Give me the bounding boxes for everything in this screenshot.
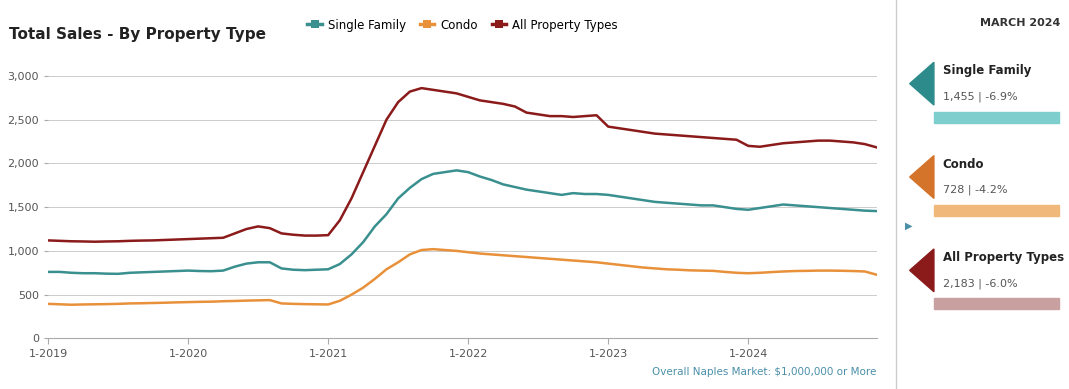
Condo: [823, 268, 836, 273]
Single Family: [531, 189, 544, 194]
Polygon shape: [910, 156, 934, 198]
Single Family: [590, 192, 603, 196]
Condo: [334, 298, 346, 303]
Line: Condo: Condo: [48, 249, 877, 305]
All Property Types: [625, 128, 638, 132]
Single Family: [870, 209, 883, 214]
All Property Types: [415, 86, 428, 91]
Polygon shape: [910, 62, 934, 105]
All Property Types: [531, 112, 544, 117]
Text: Total Sales - By Property Type: Total Sales - By Property Type: [9, 27, 265, 42]
Text: All Property Types: All Property Types: [943, 251, 1064, 264]
Bar: [934, 298, 1058, 309]
Condo: [170, 300, 183, 305]
Polygon shape: [910, 249, 934, 292]
Text: 728 | -4.2%: 728 | -4.2%: [943, 185, 1007, 195]
Single Family: [111, 272, 124, 276]
Line: Single Family: Single Family: [48, 170, 877, 274]
Condo: [625, 264, 638, 268]
Single Family: [42, 270, 55, 274]
Condo: [590, 260, 603, 265]
All Property Types: [823, 138, 836, 143]
Line: All Property Types: All Property Types: [48, 88, 877, 242]
Single Family: [334, 262, 346, 266]
Text: 2,183 | -6.0%: 2,183 | -6.0%: [943, 278, 1018, 289]
Bar: [934, 205, 1058, 216]
Text: ▶: ▶: [904, 221, 912, 231]
All Property Types: [590, 113, 603, 117]
Text: 1,455 | -6.9%: 1,455 | -6.9%: [943, 91, 1018, 102]
Text: MARCH 2024: MARCH 2024: [980, 18, 1060, 28]
Single Family: [450, 168, 463, 173]
All Property Types: [42, 238, 55, 243]
Single Family: [170, 269, 183, 273]
Text: Overall Naples Market: $1,000,000 or More: Overall Naples Market: $1,000,000 or Mor…: [652, 367, 877, 377]
Condo: [65, 302, 78, 307]
All Property Types: [870, 145, 883, 150]
Text: Condo: Condo: [943, 158, 985, 170]
Condo: [531, 256, 544, 260]
Condo: [427, 247, 439, 252]
All Property Types: [89, 239, 102, 244]
Single Family: [823, 206, 836, 210]
All Property Types: [334, 218, 346, 223]
Bar: [934, 112, 1058, 123]
Single Family: [625, 196, 638, 201]
Text: Single Family: Single Family: [943, 64, 1031, 77]
All Property Types: [170, 237, 183, 242]
Legend: Single Family, Condo, All Property Types: Single Family, Condo, All Property Types: [303, 14, 622, 36]
Condo: [870, 272, 883, 277]
Condo: [42, 301, 55, 306]
